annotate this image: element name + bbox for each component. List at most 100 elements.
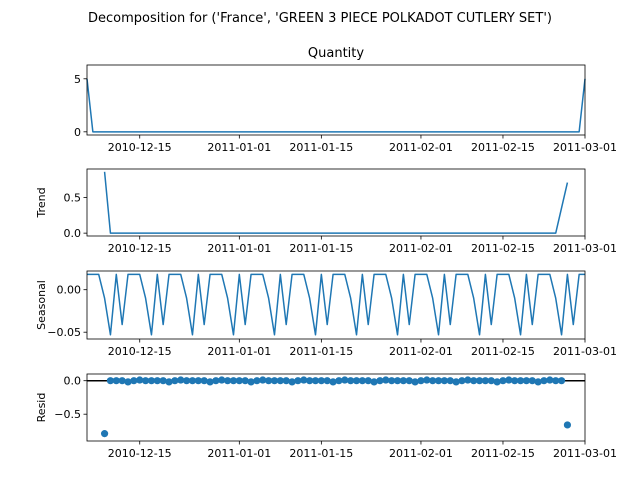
x-tick-label: 2010-12-15 bbox=[108, 141, 172, 154]
resid-point bbox=[106, 377, 115, 385]
resid-point bbox=[505, 376, 513, 384]
y-tick-label: 0 bbox=[74, 126, 81, 139]
panel-seasonal: Seasonal 2010-12-15 2011-01-01 2011-01-15 20… bbox=[35, 270, 617, 358]
resid-point bbox=[294, 377, 302, 385]
x-tick-label: 2011-02-01 bbox=[389, 242, 453, 255]
plot-frame bbox=[86, 64, 586, 136]
resid-point bbox=[112, 377, 120, 385]
x-tick-label: 2010-12-15 bbox=[108, 242, 172, 255]
resid-point bbox=[552, 377, 560, 385]
resid-point bbox=[423, 376, 431, 384]
resid-point bbox=[317, 377, 325, 385]
x-tick-label: 2011-03-01 bbox=[553, 242, 617, 255]
resid-point bbox=[388, 377, 396, 385]
resid-point bbox=[470, 377, 478, 385]
resid-point bbox=[481, 377, 489, 385]
series-line-trend bbox=[103, 171, 569, 234]
resid-point bbox=[452, 378, 460, 386]
resid-point bbox=[229, 377, 238, 385]
resid-point bbox=[141, 377, 150, 385]
x-tick-label: 2011-02-15 bbox=[471, 345, 535, 358]
resid-point bbox=[224, 377, 232, 385]
figure-suptitle: Decomposition for ('France', 'GREEN 3 PI… bbox=[88, 11, 552, 26]
resid-point bbox=[235, 377, 243, 385]
resid-point bbox=[382, 376, 390, 384]
resid-point bbox=[177, 376, 185, 384]
x-tick-label: 2011-01-01 bbox=[207, 242, 271, 255]
resid-point bbox=[370, 378, 378, 386]
x-tick-label: 2011-01-01 bbox=[207, 141, 271, 154]
resid-point bbox=[165, 378, 173, 386]
y-tick-label: −0.5 bbox=[54, 408, 81, 421]
x-tick-label: 2010-12-15 bbox=[108, 447, 172, 460]
resid-point bbox=[306, 377, 314, 385]
resid-point bbox=[282, 377, 290, 385]
resid-point bbox=[417, 377, 425, 385]
panel-observed: Quantity 2010-12-15 2011-01-01 2011-01-15 20… bbox=[74, 46, 617, 154]
y-tick-label: 0.0 bbox=[64, 375, 82, 388]
resid-point bbox=[458, 377, 466, 385]
x-tick-label: 2011-02-15 bbox=[471, 447, 535, 460]
resid-point bbox=[411, 378, 419, 386]
resid-point bbox=[270, 377, 279, 385]
resid-point bbox=[100, 430, 109, 438]
resid-point bbox=[516, 377, 525, 385]
resid-point bbox=[528, 377, 536, 385]
resid-point bbox=[434, 377, 443, 385]
resid-point bbox=[399, 377, 407, 385]
resid-point bbox=[347, 377, 355, 385]
resid-point bbox=[493, 378, 501, 386]
resid-point bbox=[194, 377, 202, 385]
x-tick-label: 2011-02-01 bbox=[389, 141, 453, 154]
x-tick-label: 2011-01-15 bbox=[289, 242, 353, 255]
resid-point bbox=[118, 377, 126, 385]
x-tick-label: 2011-01-15 bbox=[289, 141, 353, 154]
resid-point bbox=[440, 377, 448, 385]
x-tick-label: 2011-02-01 bbox=[389, 447, 453, 460]
resid-point bbox=[499, 377, 507, 385]
plot-frame bbox=[86, 270, 586, 340]
resid-point bbox=[329, 378, 337, 386]
resid-point bbox=[563, 421, 572, 429]
x-tick-label: 2011-02-01 bbox=[389, 345, 453, 358]
resid-point bbox=[147, 377, 156, 385]
resid-point bbox=[323, 377, 331, 385]
resid-point bbox=[212, 377, 220, 385]
y-tick-label: 0.0 bbox=[64, 227, 82, 240]
x-tick-label: 2011-02-15 bbox=[471, 242, 535, 255]
resid-point bbox=[522, 377, 531, 385]
resid-point bbox=[546, 376, 554, 384]
y-tick-label: 0.5 bbox=[64, 192, 82, 205]
x-tick-label: 2010-12-15 bbox=[108, 345, 172, 358]
resid-point bbox=[218, 376, 226, 384]
resid-point bbox=[206, 378, 214, 386]
resid-point bbox=[335, 377, 343, 385]
resid-point bbox=[276, 377, 284, 385]
plot-frame bbox=[86, 373, 586, 442]
resid-point bbox=[358, 377, 366, 385]
y-axis-label: Seasonal bbox=[35, 280, 48, 330]
x-tick-label: 2011-01-15 bbox=[289, 447, 353, 460]
resid-point bbox=[265, 377, 273, 385]
x-tick-label: 2011-03-01 bbox=[553, 345, 617, 358]
x-tick-label: 2011-03-01 bbox=[553, 447, 617, 460]
y-tick-label: −0.05 bbox=[47, 326, 81, 339]
x-tick-label: 2011-03-01 bbox=[553, 141, 617, 154]
resid-point bbox=[540, 377, 548, 385]
resid-point bbox=[446, 377, 454, 385]
x-tick-label: 2011-01-01 bbox=[207, 345, 271, 358]
x-tick-label: 2011-02-15 bbox=[471, 141, 535, 154]
resid-point bbox=[288, 378, 296, 386]
y-tick-label: 5 bbox=[74, 73, 81, 86]
resid-point bbox=[405, 377, 413, 385]
resid-point bbox=[183, 377, 191, 385]
y-tick-label: 0.00 bbox=[57, 284, 82, 297]
resid-point bbox=[352, 377, 361, 385]
resid-point bbox=[429, 377, 437, 385]
x-tick-label: 2011-01-01 bbox=[207, 447, 271, 460]
resid-point bbox=[376, 377, 384, 385]
resid-point bbox=[247, 378, 255, 386]
resid-point bbox=[159, 377, 167, 385]
resid-point bbox=[464, 376, 472, 384]
